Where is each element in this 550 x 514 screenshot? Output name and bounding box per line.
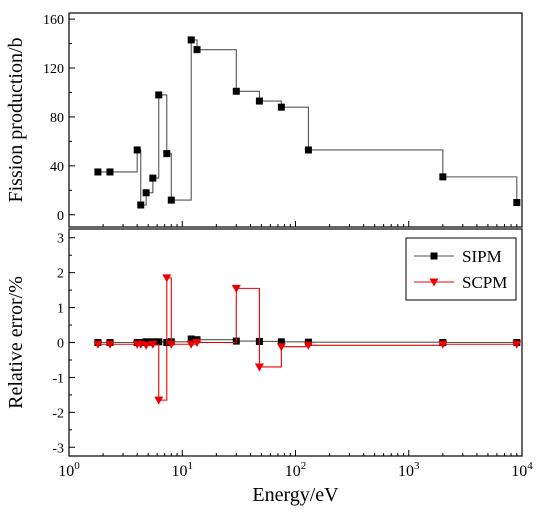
top-series-line	[97, 39, 518, 206]
top-data-point	[187, 36, 195, 44]
bottom-ytick-label: -3	[52, 441, 64, 456]
x-tick-label: 103	[398, 460, 420, 480]
top-data-point	[304, 146, 312, 154]
top-data-point	[137, 201, 145, 209]
bottom-data-point-scpm	[105, 340, 115, 349]
bottom-panel: -3 -2 -1 0 1 2 3 100 101 102 103 104 Relative erro…	[5, 228, 533, 506]
top-data-point	[133, 146, 141, 154]
bottom-data-point-scpm	[512, 340, 522, 349]
top-data-point	[277, 103, 285, 111]
bottom-data-point-scpm	[231, 284, 241, 293]
x-tick-label: 101	[172, 460, 194, 480]
top-ytick-label: 40	[50, 160, 64, 175]
top-ytick-label: 120	[43, 62, 64, 77]
bottom-data-point-scpm	[303, 341, 313, 350]
top-y-ticks: 0 40 80 120 160	[43, 13, 75, 224]
legend-marker	[430, 252, 438, 260]
top-data-point	[149, 174, 157, 182]
legend-label: SIPM	[462, 247, 502, 266]
top-data-point	[94, 168, 102, 176]
bottom-data-point-scpm	[192, 339, 202, 347]
bottom-data-point-scpm	[148, 340, 158, 349]
top-ytick-label: 160	[43, 13, 64, 28]
bottom-ytick-label: 0	[57, 337, 64, 352]
bottom-data-point-scpm	[254, 363, 264, 372]
bottom-data-point-sipm	[155, 338, 163, 346]
top-ytick-label: 0	[57, 209, 64, 224]
top-data-point	[193, 46, 201, 54]
x-tick-label: 100	[58, 460, 80, 480]
legend-marker	[429, 278, 439, 287]
top-data-point	[513, 199, 521, 207]
bottom-data-point-scpm	[186, 340, 196, 349]
legend-box	[405, 237, 517, 301]
bottom-data-point-sipm	[187, 335, 195, 343]
bottom-ytick-label: -1	[52, 371, 64, 386]
bottom-data-point-sipm	[277, 338, 285, 346]
bottom-x-ticks: 100 101 102 103 104	[58, 450, 533, 480]
top-data-point	[167, 196, 175, 204]
bottom-data-point-scpm	[93, 340, 103, 349]
x-tick-label: 104	[511, 460, 533, 480]
top-x-ticks	[68, 221, 523, 227]
bottom-ytick-label: 2	[57, 267, 64, 282]
legend-label: SCPM	[462, 273, 507, 292]
bottom-data-point-scpm	[438, 340, 448, 349]
top-data-point	[232, 87, 240, 95]
bottom-ytick-label: -2	[52, 406, 64, 421]
legend: SIPM SCPM	[405, 237, 517, 301]
top-data-point	[155, 91, 163, 99]
x-tick-label: 102	[285, 460, 307, 480]
bottom-data-point-scpm	[162, 274, 172, 283]
bottom-data-point-scpm	[166, 340, 176, 349]
bottom-series-layer	[93, 274, 522, 405]
bottom-ytick-label: 3	[57, 232, 64, 247]
bottom-data-point-scpm	[154, 396, 164, 405]
x-axis-label: Energy/eV	[252, 484, 339, 506]
bottom-y-ticks: -3 -2 -1 0 1 2 3	[52, 232, 75, 456]
top-data-point	[439, 173, 447, 181]
top-data-point	[106, 168, 114, 176]
top-plot-frame	[68, 12, 523, 228]
top-series-layer	[94, 36, 521, 209]
bottom-data-point-scpm	[141, 341, 151, 350]
top-panel: 0 40 80 120 160 Fission production/b	[5, 12, 523, 228]
bottom-y-axis-label: Relative error/%	[5, 276, 27, 409]
bottom-data-point-scpm	[276, 343, 286, 352]
top-data-point	[255, 97, 263, 105]
bottom-plot-frame	[68, 228, 523, 457]
top-data-point	[142, 189, 150, 197]
top-ytick-label: 80	[50, 111, 64, 126]
top-data-point	[163, 150, 171, 158]
top-y-axis-label: Fission production/b	[5, 37, 27, 202]
bottom-ytick-label: 1	[57, 302, 64, 317]
